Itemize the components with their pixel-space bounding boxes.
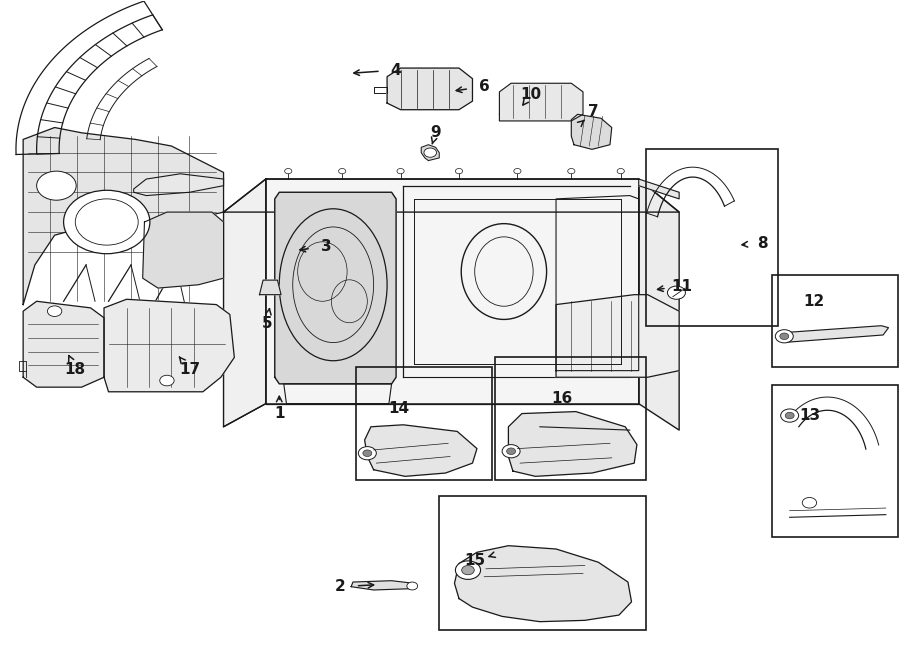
Text: 7: 7	[589, 104, 599, 119]
Bar	[646, 150, 778, 326]
Circle shape	[802, 497, 816, 508]
Polygon shape	[639, 179, 680, 199]
Bar	[439, 496, 646, 630]
Text: 9: 9	[430, 125, 441, 140]
Circle shape	[514, 169, 521, 173]
Circle shape	[785, 412, 794, 419]
Bar	[771, 275, 897, 367]
Circle shape	[568, 169, 575, 173]
Text: 1: 1	[274, 406, 284, 421]
Circle shape	[397, 169, 404, 173]
Bar	[356, 367, 492, 480]
Circle shape	[407, 582, 418, 590]
Text: 13: 13	[799, 408, 820, 423]
Polygon shape	[143, 212, 223, 288]
Polygon shape	[223, 179, 266, 427]
Circle shape	[462, 565, 474, 575]
Bar	[771, 385, 897, 537]
Polygon shape	[134, 173, 223, 195]
Bar	[495, 357, 646, 480]
Text: 16: 16	[552, 391, 573, 406]
Text: 18: 18	[65, 362, 86, 377]
Circle shape	[775, 330, 793, 343]
Polygon shape	[387, 68, 472, 110]
Text: 14: 14	[388, 401, 410, 416]
Circle shape	[358, 447, 376, 460]
Circle shape	[424, 148, 436, 158]
Text: 4: 4	[391, 62, 401, 77]
Text: 17: 17	[179, 362, 200, 377]
Polygon shape	[274, 192, 396, 384]
Circle shape	[455, 561, 481, 579]
Circle shape	[159, 375, 174, 386]
Polygon shape	[23, 128, 223, 305]
Circle shape	[617, 169, 625, 173]
Circle shape	[455, 169, 463, 173]
Text: 3: 3	[320, 239, 331, 254]
Polygon shape	[259, 280, 281, 295]
Text: 10: 10	[520, 87, 542, 102]
Text: 11: 11	[671, 279, 692, 293]
Polygon shape	[782, 326, 888, 342]
Text: 2: 2	[335, 579, 346, 594]
Polygon shape	[454, 545, 632, 622]
Circle shape	[779, 333, 788, 340]
Polygon shape	[508, 412, 637, 477]
Text: 8: 8	[758, 236, 768, 251]
Polygon shape	[364, 425, 477, 477]
Circle shape	[338, 169, 346, 173]
Circle shape	[507, 448, 516, 455]
Circle shape	[284, 169, 292, 173]
Text: 12: 12	[804, 294, 824, 308]
Polygon shape	[351, 581, 414, 590]
Polygon shape	[500, 83, 583, 121]
Polygon shape	[639, 179, 680, 430]
Polygon shape	[572, 115, 612, 150]
Circle shape	[64, 190, 150, 254]
Polygon shape	[421, 145, 439, 161]
Polygon shape	[556, 295, 680, 377]
Polygon shape	[266, 179, 639, 404]
Polygon shape	[23, 301, 104, 387]
Text: 5: 5	[261, 316, 272, 330]
Circle shape	[48, 306, 62, 316]
Circle shape	[780, 409, 798, 422]
Polygon shape	[223, 179, 680, 212]
Polygon shape	[104, 299, 234, 392]
Circle shape	[37, 171, 76, 200]
Circle shape	[668, 286, 686, 299]
Circle shape	[363, 450, 372, 457]
Circle shape	[502, 445, 520, 458]
Text: 6: 6	[479, 79, 490, 94]
Text: 15: 15	[464, 553, 486, 569]
